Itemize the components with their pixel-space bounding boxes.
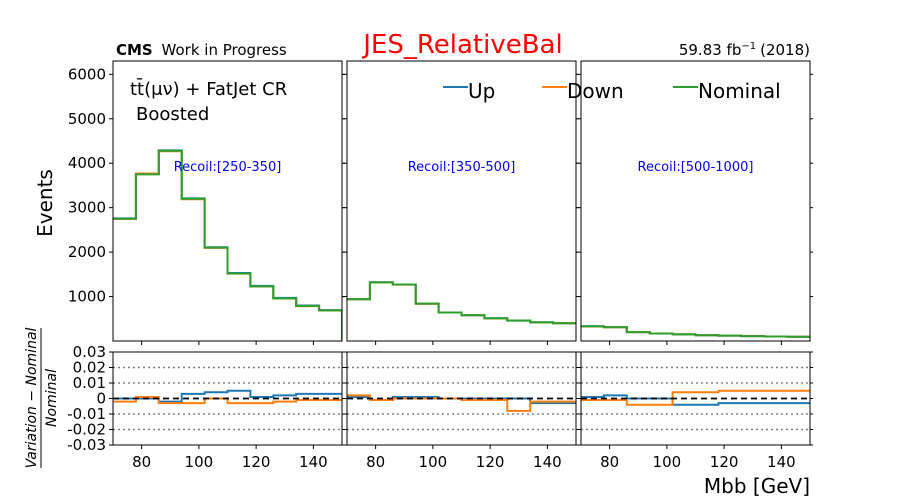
- ratio-y-axis-label: Variation − Nominal Nominal: [24, 327, 60, 468]
- ratio-y-label-numerator: Variation − Nominal: [24, 327, 40, 468]
- top-axes-frame: [580, 60, 811, 342]
- x-tick-label: 80: [600, 453, 619, 471]
- ratio-plot-panel-1: [113, 366, 342, 431]
- cms-bold: CMS: [116, 41, 153, 59]
- series-line-nominal: [581, 325, 810, 338]
- top-axes-frame: [112, 60, 343, 342]
- top-y-tick-label: 6000: [68, 65, 106, 83]
- top-plot-panel-1: [113, 149, 342, 341]
- top-plot-panel-2: [347, 281, 576, 325]
- x-tick-label: 140: [767, 453, 796, 471]
- ratio-line-down: [581, 389, 810, 406]
- panel-label-recoil: Recoil:[250-350]: [174, 160, 282, 175]
- plot-area: 100020003000400050006000Recoil:[250-350]…: [67, 60, 813, 471]
- region-label-line1: tt̄(μν) + FatJet CR: [130, 78, 287, 100]
- panel-label-recoil: Recoil:[350-500]: [408, 160, 516, 175]
- ratio-y-tick-label: -0.03: [67, 436, 106, 454]
- top-y-tick-label: 5000: [68, 110, 106, 128]
- x-tick-label: 120: [242, 453, 271, 471]
- x-tick-label: 100: [653, 453, 682, 471]
- legend-label-up: Up: [468, 79, 495, 103]
- panel-3: Recoil:[500-1000] 80 100 120 140: [577, 60, 813, 471]
- x-tick-label: 120: [476, 453, 505, 471]
- ratio-plot-panel-3: [581, 366, 810, 431]
- ratio-y-tick-label: -0.02: [67, 421, 106, 439]
- ratio-y-tick-label: 0.02: [73, 359, 106, 377]
- cms-suffix: Work in Progress: [162, 41, 287, 59]
- top-y-tick-label: 3000: [68, 199, 106, 217]
- ratio-y-tick-label: 0: [96, 390, 106, 408]
- ratio-y-tick-label: 0.03: [73, 343, 106, 361]
- lumi-value: 59.83 fb: [679, 41, 742, 59]
- panel-label-recoil: Recoil:[500-1000]: [638, 160, 754, 175]
- series-line-up: [347, 281, 576, 325]
- x-tick-label: 140: [299, 453, 328, 471]
- ratio-y-label-denominator: Nominal: [44, 369, 60, 427]
- x-tick-label: 100: [185, 453, 214, 471]
- figure-title: JES_RelativeBal: [361, 30, 562, 60]
- x-tick-label: 80: [366, 453, 385, 471]
- series-line-nominal: [113, 149, 342, 341]
- top-y-axis-label: Events: [33, 169, 57, 237]
- x-tick-label: 80: [132, 453, 151, 471]
- ratio-y-tick-label: -0.01: [67, 405, 106, 423]
- top-y-tick-label: 1000: [68, 288, 106, 306]
- ratio-plot-panel-2: [347, 366, 576, 431]
- legend-label-nominal: Nominal: [698, 79, 781, 103]
- x-axis-label: Mbb [GeV]: [704, 474, 810, 498]
- top-plot-panel-3: [581, 325, 810, 338]
- panel-2: Recoil:[350-500] 80 100 120 140: [343, 60, 579, 471]
- cms-label: CMS Work in Progress: [116, 41, 287, 59]
- x-tick-label: 100: [419, 453, 448, 471]
- region-label-line2: Boosted: [136, 104, 209, 125]
- top-y-tick-label: 2000: [68, 243, 106, 261]
- panel-1: 100020003000400050006000Recoil:[250-350]…: [67, 60, 345, 471]
- lumi-label: 59.83 fb−1 (2018): [679, 41, 810, 59]
- lumi-exponent: −1: [741, 41, 756, 52]
- x-tick-label: 120: [710, 453, 739, 471]
- ratio-y-tick-label: 0.01: [73, 374, 106, 392]
- top-y-tick-label: 4000: [68, 154, 106, 172]
- series-line-nominal: [347, 281, 576, 325]
- series-line-down: [347, 281, 576, 325]
- x-tick-label: 140: [533, 453, 562, 471]
- lumi-year: (2018): [760, 41, 810, 59]
- legend: Up Down Nominal: [443, 79, 781, 103]
- top-axes-frame: [346, 60, 577, 342]
